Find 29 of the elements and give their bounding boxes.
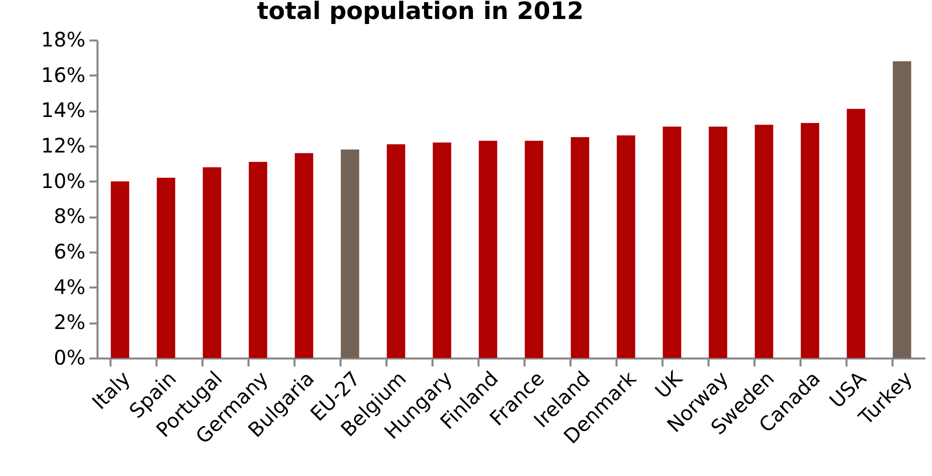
y-tick-label: 16% bbox=[41, 62, 86, 87]
bar bbox=[800, 123, 820, 358]
chart-title: total population in 2012 bbox=[257, 0, 584, 25]
y-tick-label: 12% bbox=[41, 134, 86, 158]
bar bbox=[248, 162, 268, 358]
y-tick-label: 8% bbox=[54, 204, 86, 228]
bar bbox=[156, 178, 176, 358]
bar bbox=[846, 108, 866, 358]
bar bbox=[616, 135, 636, 358]
y-tick-label: 18% bbox=[41, 28, 86, 52]
bar bbox=[294, 153, 314, 358]
bar bbox=[340, 150, 360, 358]
y-tick-label: 2% bbox=[54, 310, 86, 334]
y-tick-label: 6% bbox=[54, 240, 86, 264]
bar bbox=[570, 137, 590, 358]
y-tick-label: 14% bbox=[41, 98, 86, 122]
bar bbox=[202, 167, 222, 358]
y-tick-label: 10% bbox=[41, 168, 86, 193]
bar bbox=[524, 140, 544, 358]
bar bbox=[754, 124, 774, 358]
bar bbox=[432, 142, 452, 358]
bar bbox=[386, 144, 406, 358]
bar bbox=[478, 140, 498, 358]
y-tick-label: 0% bbox=[54, 346, 86, 370]
bar bbox=[708, 126, 728, 358]
bar bbox=[892, 61, 912, 358]
bar bbox=[662, 126, 682, 358]
y-tick-label: 4% bbox=[54, 274, 86, 299]
bar bbox=[110, 181, 130, 358]
